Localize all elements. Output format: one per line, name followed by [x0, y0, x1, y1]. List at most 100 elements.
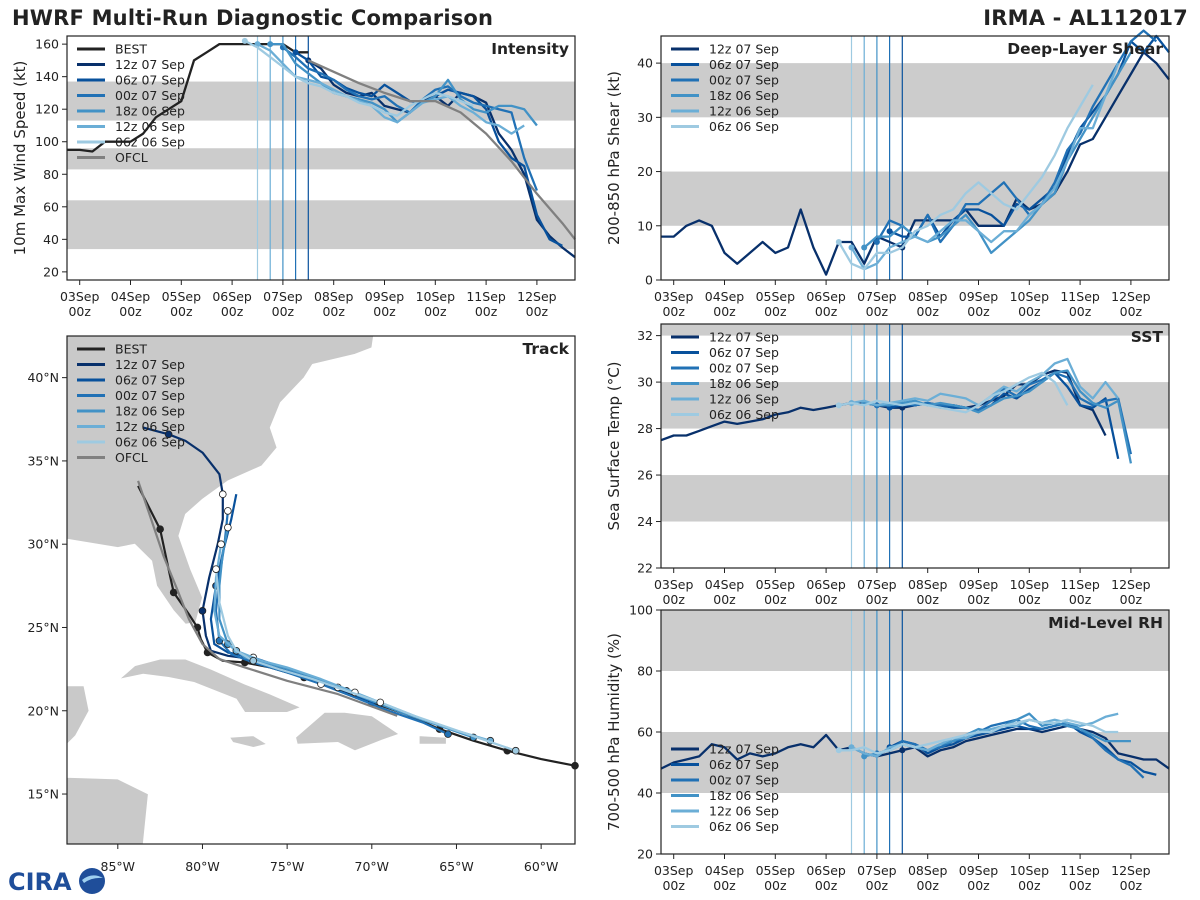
shear-run-start-point — [861, 244, 868, 251]
track-ytick-label: 20°N — [27, 703, 59, 718]
rh-xtick-sublabel: 00z — [815, 878, 838, 893]
sst-ylabel: Sea Surface Temp (°C) — [605, 361, 623, 530]
rh-band — [661, 732, 1169, 793]
sst-xtick-label: 11Sep — [1060, 577, 1100, 592]
rh-xtick-label: 07Sep — [857, 863, 897, 878]
logo-text: CIRA — [8, 868, 72, 896]
rh-xtick-sublabel: 00z — [1018, 878, 1041, 893]
sst-xtick-label: 03Sep — [654, 577, 694, 592]
rh-run-start-point — [848, 744, 855, 751]
rh-ytick-label: 40 — [637, 786, 653, 801]
sst-ytick-label: 24 — [637, 514, 653, 529]
track-frame — [66, 335, 576, 845]
sst-xtick-label: 08Sep — [908, 577, 948, 592]
shear-band — [661, 63, 1169, 118]
shear-legend-label: 12z 07 Sep — [709, 42, 779, 57]
rh-legend-label: 12z 07 Sep — [709, 742, 779, 757]
sst-legend-label: 12z 06 Sep — [709, 392, 779, 407]
intensity-xtick-label: 05Sep — [162, 289, 202, 304]
intensity-ytick-label: 140 — [35, 69, 59, 84]
rh-ytick-label: 80 — [637, 664, 653, 679]
shear-run-start-point — [886, 228, 893, 235]
intensity-series-06z-06-sep — [244, 39, 474, 117]
sst-legend-label: 18z 06 Sep — [709, 376, 779, 391]
shear-ytick-label: 20 — [637, 164, 653, 179]
intensity-band — [67, 200, 575, 250]
shear-run-start-point — [873, 239, 880, 246]
sst-title: SST — [1131, 328, 1164, 346]
storm-id: IRMA - AL112017 — [983, 6, 1188, 30]
rh-band — [661, 610, 1169, 671]
intensity-run-start-point — [267, 41, 274, 48]
shear-xtick-sublabel: 00z — [662, 304, 685, 319]
land-hispaniola — [295, 712, 400, 752]
sst-run-start-point — [835, 402, 842, 409]
shear-xtick-label: 03Sep — [654, 289, 694, 304]
track-run-point — [217, 540, 225, 548]
sst-xtick-label: 05Sep — [756, 577, 796, 592]
track-legend-label: 06z 07 Sep — [115, 373, 185, 388]
shear-series-12z-07-sep — [901, 51, 1170, 248]
intensity-ytick-label: 160 — [35, 37, 59, 52]
shear-xtick-label: 09Sep — [959, 289, 999, 304]
sst-series-06z-06-sep — [838, 371, 1069, 414]
intensity-run-start-point — [241, 37, 248, 44]
rh-run-start-point — [835, 747, 842, 754]
shear-xtick-sublabel: 00z — [1018, 304, 1041, 319]
rh-series-12z-07-sep — [902, 724, 1170, 770]
sst-ytick-label: 22 — [637, 561, 653, 576]
intensity-frame — [66, 35, 576, 281]
intensity-legend-label: 00z 07 Sep — [115, 88, 185, 103]
intensity-xtick-sublabel: 00z — [526, 304, 549, 319]
track-legend-label: 12z 07 Sep — [115, 357, 185, 372]
shear-xtick-label: 12Sep — [1111, 289, 1151, 304]
intensity-series-12z-06-sep — [256, 43, 525, 135]
sst-xtick-sublabel: 00z — [713, 592, 736, 607]
track-panel: 85°W 80°W 75°W 70°W 65°W 60°W 15°N 20°N 25°N 30°N… — [27, 335, 579, 874]
shear-ytick-label: 10 — [637, 218, 653, 233]
intensity-xtick-sublabel: 00z — [119, 304, 142, 319]
intensity-xtick-sublabel: 00z — [170, 304, 193, 319]
track-legend-label: BEST — [115, 342, 147, 357]
rh-run-start-point — [899, 747, 906, 754]
sst-xtick-label: 12Sep — [1111, 577, 1151, 592]
sst-ytick-label: 26 — [637, 468, 653, 483]
figure-title: HWRF Multi-Run Diagnostic Comparison — [12, 6, 494, 30]
shear-legend-label: 12z 06 Sep — [709, 104, 779, 119]
intensity-xtick-label: 09Sep — [365, 289, 405, 304]
intensity-ytick-label: 120 — [35, 102, 59, 117]
intensity-xtick-label: 03Sep — [60, 289, 100, 304]
intensity-xtick-label: 08Sep — [314, 289, 354, 304]
intensity-xtick-sublabel: 00z — [322, 304, 345, 319]
sst-xtick-label: 06Sep — [806, 577, 846, 592]
sst-xtick-label: 10Sep — [1010, 577, 1050, 592]
track-run-point — [444, 730, 452, 738]
shear-series-06z-06-sep — [837, 84, 1094, 271]
track-run-point — [212, 565, 220, 573]
track-run-point — [249, 656, 258, 665]
shear-xtick-sublabel: 00z — [764, 304, 787, 319]
shear-xtick-label: 07Sep — [857, 289, 897, 304]
sst-legend-label: 06z 07 Sep — [709, 345, 779, 360]
intensity-ylabel: 10m Max Wind Speed (kt) — [11, 61, 29, 256]
intensity-series-ofcl — [307, 59, 576, 241]
rh-xtick-label: 08Sep — [908, 863, 948, 878]
shear-xtick-sublabel: 00z — [1120, 304, 1143, 319]
sst-xtick-label: 07Sep — [857, 577, 897, 592]
intensity-series-12z-07-sep — [307, 59, 576, 259]
intensity-xtick-label: 11Sep — [466, 289, 506, 304]
shear-band — [661, 171, 1169, 226]
rh-xtick-sublabel: 00z — [764, 878, 787, 893]
rh-xtick-label: 09Sep — [959, 863, 999, 878]
track-best-point — [169, 588, 178, 597]
intensity-legend-label: 06z 06 Sep — [115, 135, 185, 150]
intensity-xtick-label: 12Sep — [517, 289, 557, 304]
track-legend-label: 00z 07 Sep — [115, 388, 185, 403]
rh-xtick-label: 05Sep — [756, 863, 796, 878]
sst-legend-label: 06z 06 Sep — [709, 407, 779, 422]
shear-frame — [660, 35, 1170, 281]
track-ytick-label: 40°N — [27, 370, 59, 385]
